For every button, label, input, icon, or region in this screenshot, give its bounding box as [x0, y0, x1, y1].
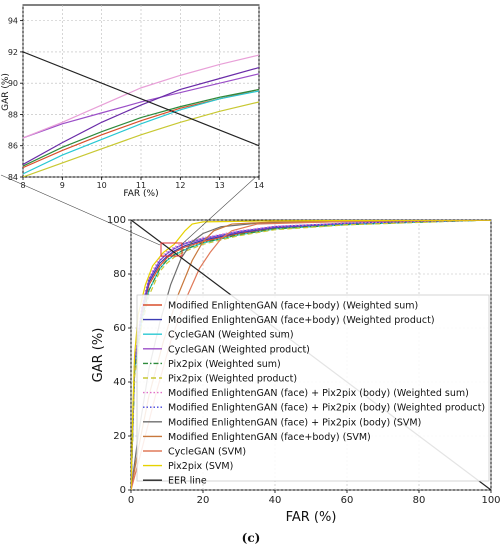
main-ticks: 0 20 40 60 80 100 0 20 40 60 80 100	[107, 215, 501, 506]
legend-entry-label: Modified EnlightenGAN (face+body) (Weigh…	[168, 301, 418, 312]
legend-entry-label: Modified EnlightenGAN (face) + Pix2pix (…	[168, 417, 421, 428]
main-x-tick-label: 20	[197, 495, 210, 506]
inset-x-tick-label: 14	[254, 181, 264, 190]
legend-entry-label: Modified EnlightenGAN (face+body) (SVM)	[168, 432, 371, 443]
main-x-axis-label: FAR (%)	[286, 510, 337, 525]
legend-entry-label: CycleGAN (Weighted sum)	[168, 330, 294, 341]
zoom-indicator	[0, 174, 259, 257]
inset-x-tick-label: 11	[136, 181, 146, 190]
inset-series-line-4	[23, 88, 259, 167]
inset-y-tick-label: 90	[8, 79, 18, 88]
inset-series-line-0	[23, 73, 259, 139]
inset-series-line-1	[23, 54, 259, 139]
main-series-line-11	[131, 220, 491, 490]
legend-entry-label: EER line	[168, 476, 207, 487]
legend: Modified EnlightenGAN (face+body) (Weigh…	[136, 294, 490, 487]
legend-entry-label: Modified EnlightenGAN (face) + Pix2pix (…	[168, 388, 469, 399]
main-x-tick-label: 40	[269, 495, 282, 506]
inset-y-tick-label: 84	[8, 173, 18, 182]
legend-entry-label: CycleGAN (Weighted product)	[168, 344, 310, 355]
inset-y-tick-label: 88	[8, 110, 18, 119]
main-y-tick-label: 80	[113, 269, 126, 280]
main-y-tick-label: 40	[113, 377, 126, 388]
inset-x-tick-label: 13	[215, 181, 225, 190]
main-x-tick-label: 80	[413, 495, 426, 506]
main-y-axis-label: GAR (%)	[91, 328, 106, 383]
main-x-tick-label: 60	[341, 495, 354, 506]
legend-entry-label: CycleGAN (SVM)	[168, 447, 246, 458]
legend-box	[136, 294, 490, 482]
inset-y-tick-label: 92	[8, 48, 18, 57]
main-x-tick-label: 100	[481, 495, 500, 506]
zoom-box	[160, 242, 183, 257]
legend-entry-label: Pix2pix (Weighted product)	[168, 374, 297, 385]
legend-entry-label: Pix2pix (SVM)	[168, 461, 233, 472]
inset-chart: 8 9 10 11 12 13 14 84 86 88 90 92 94 FAR (%) GAR (%)	[1, 4, 264, 199]
legend-entry-label: Modified EnlightenGAN (face) + Pix2pix (…	[168, 403, 485, 414]
zoom-connector-left	[0, 174, 161, 246]
main-x-tick-label: 0	[128, 495, 134, 506]
inset-ticks: 8 9 10 11 12 13 14 84 86 88 90 92 94	[8, 17, 264, 190]
inset-y-tick-label: 86	[8, 142, 18, 151]
inset-series	[23, 51, 259, 177]
inset-x-tick-label: 8	[20, 181, 25, 190]
legend-entry-label: Modified EnlightenGAN (face+body) (Weigh…	[168, 315, 435, 326]
inset-series-line-5	[23, 90, 259, 175]
legend-entry-label: Pix2pix (Weighted sum)	[168, 359, 281, 370]
inset-series-line-6	[23, 101, 259, 177]
inset-y-axis-label: GAR (%)	[1, 73, 11, 111]
inset-series-line-2	[23, 66, 259, 166]
main-y-tick-label: 20	[113, 431, 126, 442]
inset-x-tick-label: 10	[97, 181, 107, 190]
main-y-tick-label: 60	[113, 323, 126, 334]
inset-series-line-7	[23, 51, 259, 147]
inset-x-tick-label: 9	[60, 181, 65, 190]
inset-y-tick-label: 94	[8, 17, 18, 26]
main-y-tick-label: 100	[107, 215, 126, 226]
main-y-tick-label: 0	[120, 485, 126, 496]
inset-x-tick-label: 12	[175, 181, 185, 190]
inset-x-axis-label: FAR (%)	[123, 189, 158, 199]
figure-caption: (c)	[242, 531, 261, 545]
zoom-connector-right	[180, 174, 259, 246]
